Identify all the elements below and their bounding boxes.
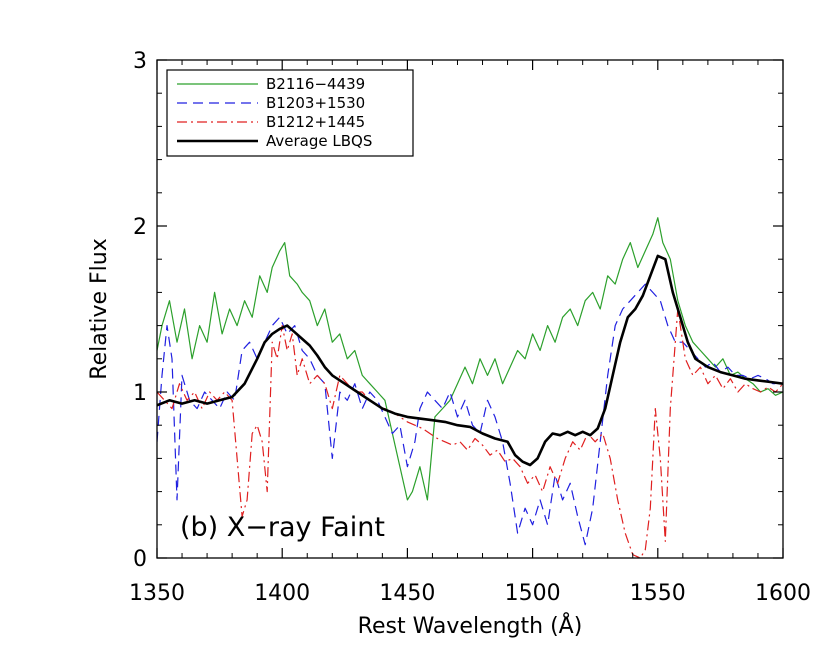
x-axis-label: Rest Wavelength (Å): [358, 612, 583, 639]
x-tick-label: 1500: [505, 581, 561, 606]
x-tick-label: 1600: [755, 581, 811, 606]
panel-annotation: (b) X−ray Faint: [180, 512, 385, 543]
y-tick-label: 0: [133, 547, 147, 572]
legend-label-3: Average LBQS: [266, 132, 372, 150]
series-line-0: [157, 217, 783, 501]
x-tick-label: 1400: [254, 581, 310, 606]
plot-frame: [156, 59, 784, 559]
tick-labels-layer: 1350 1400 1450 1500 1550 1600 0 1 2 3: [129, 49, 811, 606]
x-tick-label: 1450: [379, 581, 435, 606]
series-layer: [157, 217, 783, 558]
x-tick-label: 1350: [129, 581, 185, 606]
y-tick-label: 1: [133, 381, 147, 406]
legend-label-1: B1203+1530: [266, 94, 365, 112]
y-tick-label: 3: [133, 49, 147, 74]
legend-label-0: B2116−4439: [266, 75, 365, 93]
x-tick-label: 1550: [630, 581, 686, 606]
y-tick-label: 2: [133, 215, 147, 240]
series-line-3: [157, 254, 783, 467]
legend-label-2: B1212+1445: [266, 113, 365, 131]
ticks-layer: [156, 59, 784, 559]
series-line-2: [157, 308, 783, 558]
y-axis-label: Relative Flux: [87, 238, 112, 379]
series-line-1: [157, 283, 783, 546]
